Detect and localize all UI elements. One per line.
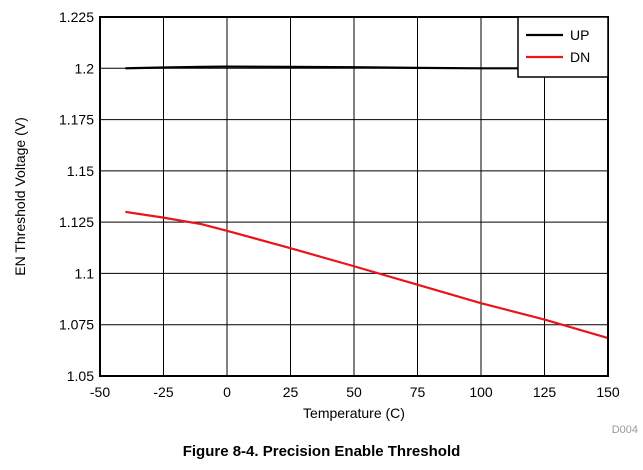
- x-tick-label: 50: [346, 384, 362, 400]
- x-axis-label: Temperature (C): [303, 405, 405, 421]
- figure-caption: Figure 8-4. Precision Enable Threshold: [182, 443, 461, 460]
- y-tick-label: 1.075: [59, 317, 94, 333]
- x-tick-label: -25: [153, 384, 173, 400]
- y-tick-label: 1.125: [59, 214, 94, 230]
- legend-label-dn: DN: [570, 49, 590, 65]
- chart: -50 -25 0 25 50 75 100 125 150 1.05 1.075 1.1 1.125…: [12, 9, 638, 436]
- y-tick-label: 1.225: [59, 9, 94, 25]
- x-tick-label: -50: [90, 384, 110, 400]
- y-axis-label: EN Threshold Voltage (V): [12, 117, 28, 276]
- y-tick-label: 1.2: [75, 60, 95, 76]
- y-tick-labels: 1.05 1.075 1.1 1.125 1.15 1.175 1.2 1.225: [59, 9, 94, 384]
- x-tick-label: 100: [469, 384, 493, 400]
- legend-label-up: UP: [570, 27, 589, 43]
- legend: UP DN: [517, 16, 609, 78]
- x-tick-label: 125: [533, 384, 557, 400]
- plot-frame: [99, 16, 609, 377]
- y-tick-label: 1.1: [75, 265, 95, 281]
- legend-box: [517, 16, 609, 78]
- y-tick-label: 1.15: [67, 163, 94, 179]
- x-tick-label: 25: [283, 384, 299, 400]
- x-tick-labels: -50 -25 0 25 50 75 100 125 150: [90, 384, 620, 400]
- y-tick-label: 1.175: [59, 112, 94, 128]
- x-tick-label: 150: [596, 384, 620, 400]
- series-line-up: [125, 65, 608, 70]
- figure-code: D004: [612, 424, 638, 436]
- series-lines: [125, 65, 609, 340]
- series-line-dn: [125, 210, 609, 340]
- x-tick-label: 0: [223, 384, 231, 400]
- y-tick-label: 1.05: [67, 368, 94, 384]
- x-tick-label: 75: [410, 384, 426, 400]
